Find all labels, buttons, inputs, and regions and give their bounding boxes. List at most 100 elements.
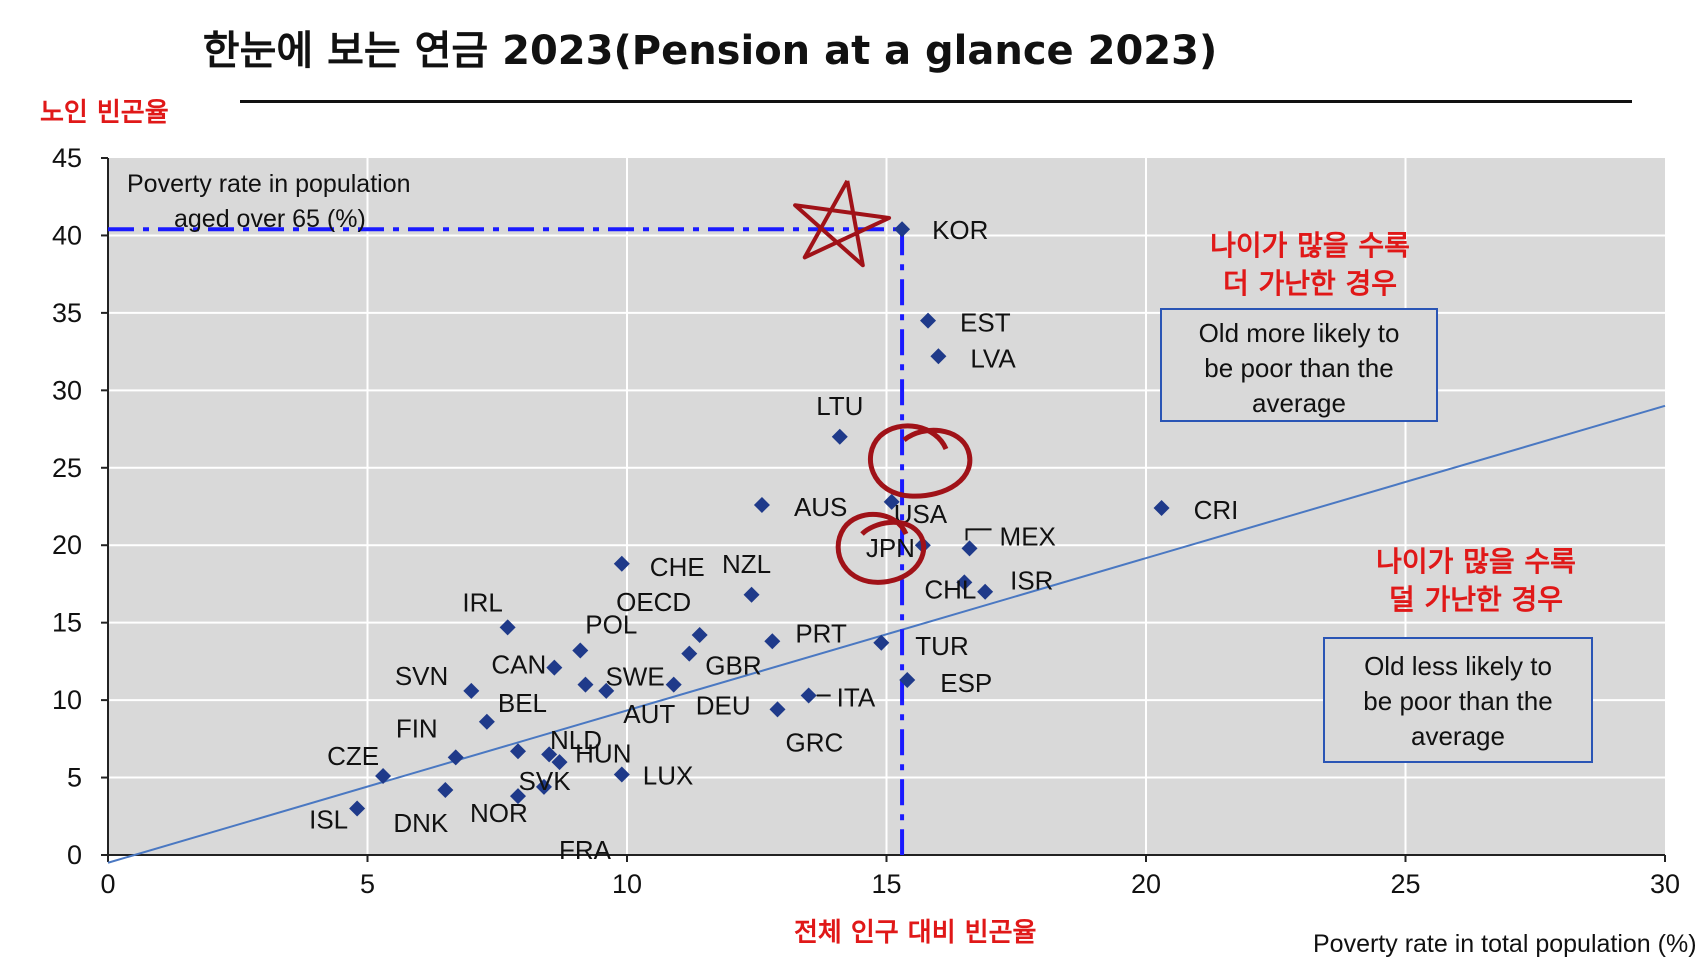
point-label-deu: DEU (696, 691, 751, 721)
point-label-cri: CRI (1194, 495, 1239, 525)
data-point-che (613, 555, 630, 572)
data-point-can (546, 659, 563, 676)
point-label-jpn: JPN (866, 533, 915, 563)
highlight-guides (108, 227, 905, 855)
point-label-cze: CZE (327, 741, 379, 771)
data-point-nld (510, 743, 527, 760)
parity-line (107, 404, 1666, 864)
data-point-deu (665, 676, 682, 693)
hand-drawn-star (793, 179, 892, 268)
data-point-pol (572, 642, 589, 659)
old-less-likely-box: Old less likely to be poor than the aver… (1323, 637, 1593, 763)
point-label-can: CAN (491, 650, 546, 680)
y-axis-label-korean: 노인 빈곤율 (40, 98, 169, 128)
data-point-nor (510, 788, 527, 805)
data-point-kor (894, 221, 911, 238)
x-tick-label: 10 (612, 869, 642, 899)
point-label-esp: ESP (940, 668, 992, 698)
hand-drawn-circle-jpn (835, 512, 927, 585)
data-point-cri (1153, 500, 1170, 517)
y-tick-label: 0 (67, 840, 82, 870)
box-line: Old less likely to (1364, 651, 1552, 681)
data-point-lux (613, 766, 630, 783)
point-label-che: CHE (650, 552, 705, 582)
data-point-dnk (437, 781, 454, 798)
data-point-ltu (831, 428, 848, 445)
data-point-cze (375, 768, 392, 785)
point-label-chl: CHL (924, 574, 976, 604)
note-line: 덜 가난한 경우 (1388, 583, 1564, 616)
hand-drawn-marks (793, 179, 973, 585)
x-axis-label: Poverty rate in total population (%) (1313, 930, 1697, 958)
data-point-fra (535, 778, 552, 795)
point-label-svn: SVN (395, 661, 448, 691)
axes: 0 5 10 15 20 25 30 0 5 10 15 20 25 30 35 40 45 (52, 143, 1680, 899)
mex-leader-line (965, 528, 992, 541)
x-tick-label: 5 (360, 869, 375, 899)
data-point-swe (577, 676, 594, 693)
point-label-fra: FRA (559, 835, 612, 865)
data-point-chl (956, 574, 973, 591)
data-point-hun (541, 746, 558, 763)
note-old-more-korean: 나이가 많을 수록 더 가난한 경우 (1150, 227, 1470, 303)
note-line: 나이가 많을 수록 (1376, 545, 1576, 578)
point-label-aut: AUT (623, 699, 675, 729)
y-axis-title-line: aged over 65 (%) (174, 205, 366, 233)
y-axis-title-line: Poverty rate in population (127, 170, 411, 198)
point-label-isl: ISL (309, 805, 348, 835)
box-line: average (1411, 721, 1505, 751)
data-point-mex (961, 540, 978, 557)
y-tick-label: 10 (52, 685, 82, 715)
point-label-dnk: DNK (393, 808, 449, 838)
page-title: 한눈에 보는 연금 2023(Pension at a glance 2023) (202, 28, 1218, 74)
x-tick-label: 25 (1390, 869, 1420, 899)
data-point-lva (930, 348, 947, 365)
point-label-aus: AUS (794, 492, 847, 522)
data-point-isr (977, 583, 994, 600)
point-label-nld: NLD (550, 725, 602, 755)
y-axis-title: Poverty rate in population aged over 65 (… (127, 170, 411, 233)
y-tick-label: 35 (52, 298, 82, 328)
point-label-est: EST (960, 308, 1011, 338)
point-label-oecd: OECD (616, 587, 691, 617)
y-tick-label: 45 (52, 143, 82, 173)
point-label-mex: MEX (1000, 521, 1056, 551)
x-tick-label: 15 (871, 869, 901, 899)
data-point-svk (551, 754, 568, 771)
point-label-ita: ITA (837, 682, 876, 712)
note-line: 나이가 많을 수록 (1210, 229, 1410, 262)
data-point-prt (764, 633, 781, 650)
data-point-tur (873, 634, 890, 651)
point-label-gbr: GBR (705, 651, 761, 681)
point-label-irl: IRL (462, 587, 502, 617)
data-point-est (920, 312, 937, 329)
point-label-fin: FIN (396, 713, 438, 743)
grid-lines (108, 158, 1665, 855)
box-line: average (1252, 388, 1346, 418)
point-label-hun: HUN (575, 738, 631, 768)
data-point-svn (463, 682, 480, 699)
point-label-lux: LUX (643, 760, 694, 790)
point-label-prt: PRT (795, 618, 847, 648)
parity-line-path (107, 404, 1666, 864)
data-point-usa (883, 493, 900, 510)
data-point-irl (499, 619, 516, 636)
point-label-bel: BEL (498, 688, 547, 718)
y-tick-label: 30 (52, 375, 82, 405)
data-point-esp (899, 671, 916, 688)
x-tick-label: 0 (100, 869, 115, 899)
data-point-nzl (743, 586, 760, 603)
point-label-nzl: NZL (722, 549, 771, 579)
data-point-bel (478, 713, 495, 730)
y-tick-label: 5 (67, 763, 82, 793)
x-tick-label: 30 (1650, 869, 1680, 899)
data-point-gbr (681, 645, 698, 662)
point-label-nor: NOR (470, 798, 528, 828)
old-more-likely-box: Old more likely to be poor than the aver… (1160, 308, 1438, 422)
point-label-pol: POL (585, 610, 637, 640)
note-line: 더 가난한 경우 (1222, 267, 1398, 300)
data-points (349, 221, 1170, 817)
data-point-fin (447, 749, 464, 766)
